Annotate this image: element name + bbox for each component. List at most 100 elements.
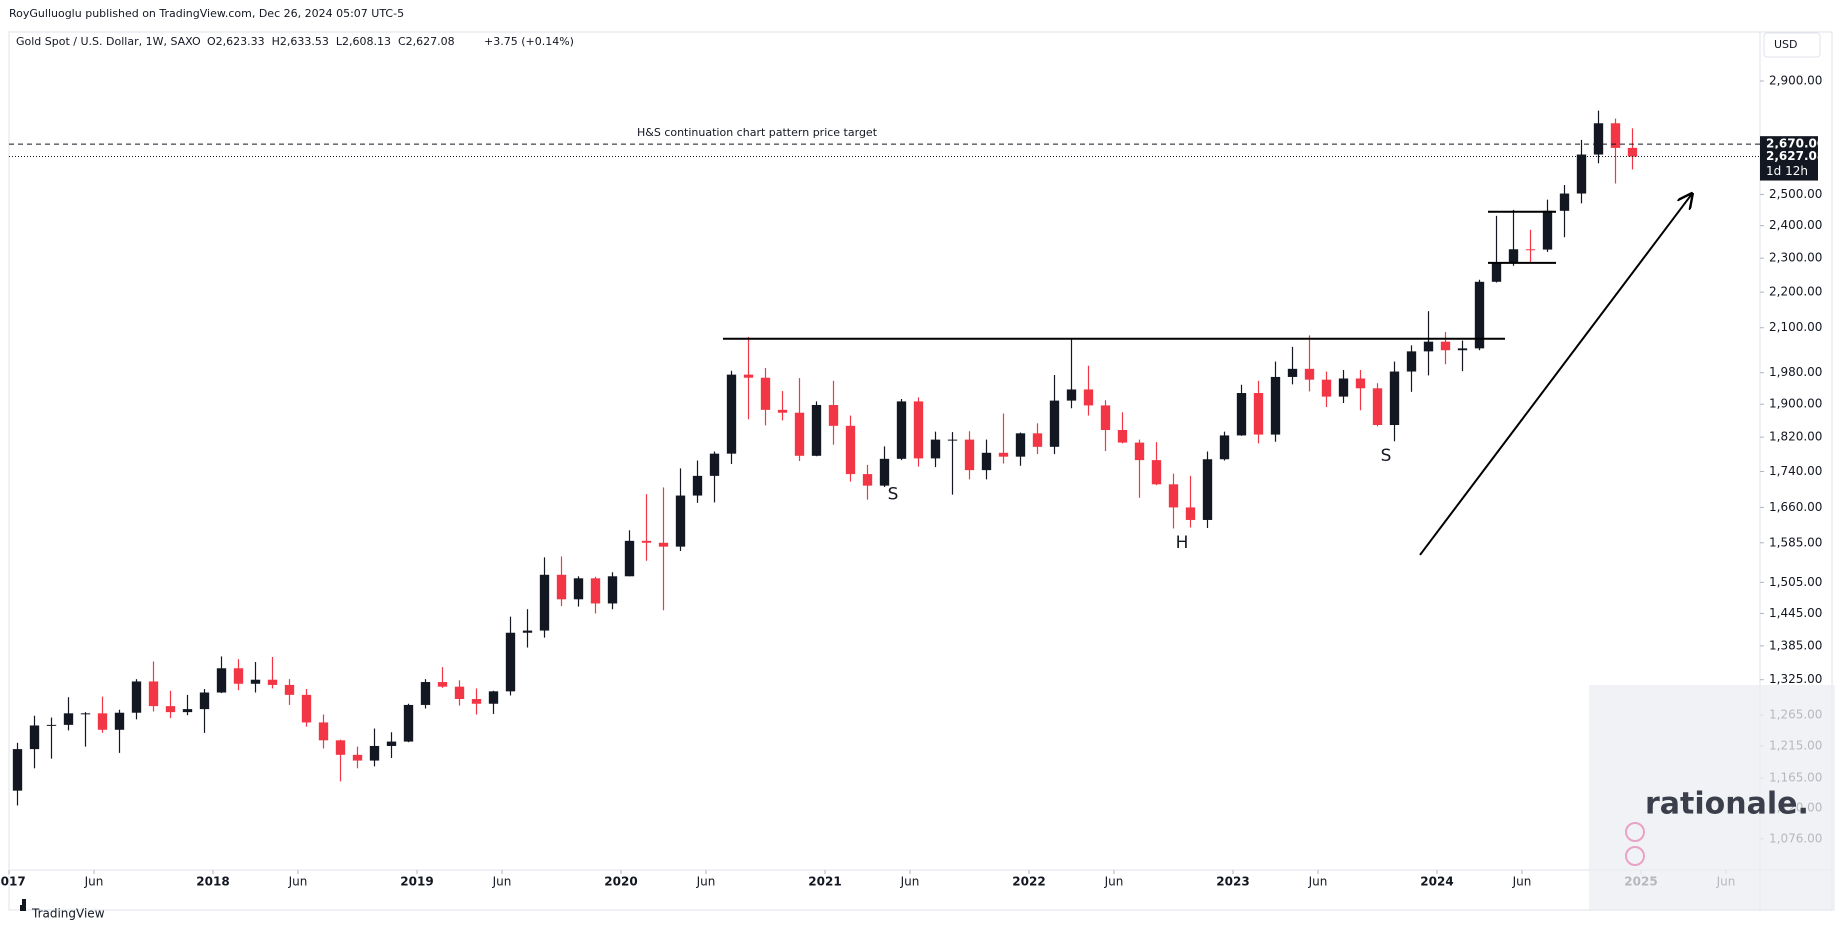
candle-body [1083,389,1094,406]
candle-body [641,540,652,543]
candle-body [1219,435,1230,460]
candle-body [80,713,91,715]
candle-body [845,425,856,475]
candle-body [267,679,278,685]
x-tick-label: Jun [84,875,104,889]
tv-logo [12,899,26,911]
x-tick-label: Jun [1512,875,1532,889]
x-tick-label: 2019 [400,875,433,889]
footer[interactable]: TradingView [31,907,105,921]
candle-body [12,749,23,791]
candle-body [1474,281,1485,349]
price-label: 2,627.08 [1766,149,1825,163]
candle-body [335,740,346,755]
x-tick-label: Jun [288,875,308,889]
candle-body [1593,123,1604,155]
candle-body [1304,368,1315,380]
candle-body [1457,348,1468,351]
candle-body [1627,147,1638,157]
candle-body [420,682,431,705]
candle-body [964,439,975,471]
currency[interactable]: USD [1774,38,1798,51]
currency-button[interactable] [1763,32,1821,58]
candle-body [301,694,312,723]
candle-body [1151,460,1162,485]
publisher: RoyGulluoglu published on TradingView.co… [9,7,404,20]
candle-body [1355,378,1366,389]
candle-body [981,452,992,471]
candle-body [726,374,737,454]
candle-body [1134,442,1145,461]
y-tick-label: 2,200.00 [1769,285,1822,299]
symbol-legend[interactable]: Gold Spot / U.S. Dollar, 1W, SAXO [16,35,201,48]
candle-body [1253,393,1264,435]
candle-body [114,712,125,730]
candle-body [386,741,397,746]
candle-body [794,412,805,456]
candle-body [607,576,618,604]
watermark-panel [1589,685,1835,911]
candle-body [1525,249,1536,251]
candle-body [1015,433,1026,457]
overlay: rationale. [1589,685,1835,911]
candle-body [573,578,584,600]
candle-body [148,681,159,707]
candle-body [165,706,176,713]
candle-body [1508,249,1519,263]
candle-body [1066,389,1077,401]
y-tick-label: 1,505.00 [1769,575,1822,589]
pattern-label: H [1176,533,1189,553]
x-tick-label: 2021 [808,875,841,889]
ohlc-legend: O2,623.33 H2,633.53 L2,608.13 C2,627.08 [207,35,455,48]
candle-body [1287,368,1298,377]
y-tick-label: 1,900.00 [1769,397,1822,411]
candle-body [250,679,261,684]
y-tick-label: 2,300.00 [1769,251,1822,265]
y-tick-label: 1,820.00 [1769,430,1822,444]
candle-body [1236,393,1247,436]
icon [1625,822,1645,842]
candle-body [1440,341,1451,351]
watermark: rationale. [1645,787,1809,822]
y-tick-label: 2,900.00 [1769,74,1822,88]
target-label: 2,670.00 [1766,137,1825,151]
x-tick-label: 2018 [196,875,229,889]
x-tick-label: Jun [1308,875,1328,889]
candle-body [1321,379,1332,397]
icon [1625,846,1645,866]
candle-body [131,681,142,713]
candle-body [1100,405,1111,430]
x-tick-label: 2023 [1216,875,1249,889]
candle-body [97,713,108,730]
y-tick-label: 1,660.00 [1769,500,1822,514]
candle-body [1168,484,1179,508]
y-tick-label: 2,400.00 [1769,218,1822,232]
candle-body [896,401,907,459]
candle-body [930,439,941,459]
candle-body [1610,123,1621,148]
candle-body [1270,376,1281,435]
candle-body [505,632,516,692]
candle-body [692,475,703,496]
y-tick-label: 1,385.00 [1769,638,1822,652]
y-tick-label: 1,585.00 [1769,535,1822,549]
candle-body [1491,262,1502,282]
target-text: H&S continuation chart pattern price tar… [637,126,878,139]
arrow [1419,194,1692,556]
change-legend: +3.75 (+0.14%) [484,35,574,48]
candle-body [556,574,567,600]
candle-body [1202,459,1213,520]
candle-body [1032,433,1043,447]
candle-body [709,453,720,476]
candle-body [352,754,363,761]
candle-body [862,474,873,486]
candle-body [454,686,465,699]
candle-body [828,405,839,426]
candle-body [29,725,40,750]
candle-body [199,692,210,710]
candle-body [488,691,499,704]
candle-body [658,542,669,547]
candle-body [1576,154,1587,194]
